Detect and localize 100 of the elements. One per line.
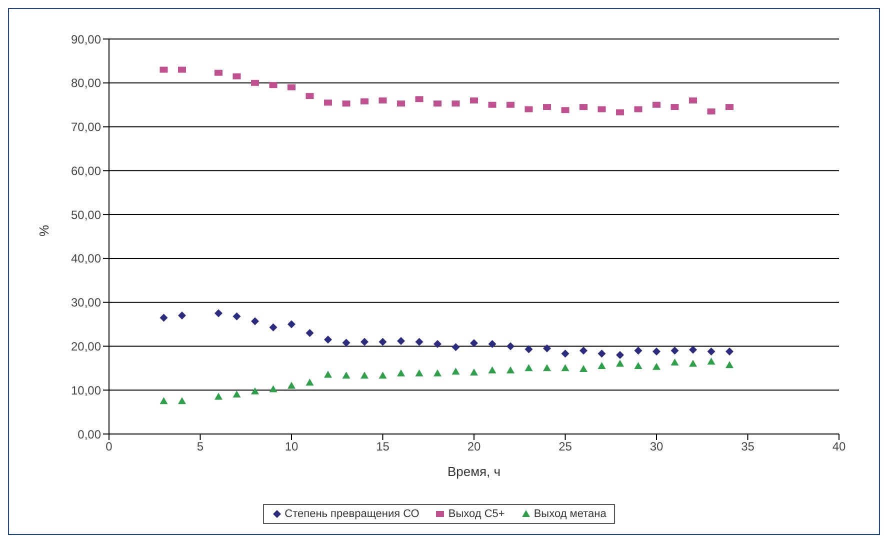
point — [543, 344, 551, 352]
point — [707, 108, 716, 114]
point — [251, 387, 259, 394]
legend-label: Выход метана — [532, 508, 606, 520]
y-tick-label: 10,00 — [70, 383, 102, 398]
point — [306, 378, 314, 386]
legend-label: Выход С5+ — [447, 508, 505, 520]
point — [452, 368, 460, 375]
point — [342, 100, 350, 107]
point — [561, 364, 570, 372]
point — [506, 342, 514, 350]
point — [232, 312, 241, 320]
point — [434, 100, 442, 107]
point — [288, 382, 296, 389]
point — [488, 102, 496, 108]
point — [689, 346, 697, 354]
point — [269, 385, 278, 392]
point — [598, 106, 606, 112]
y-tick-label: 30,00 — [70, 296, 102, 310]
point — [214, 309, 222, 318]
point — [269, 82, 278, 88]
point — [488, 366, 496, 374]
legend-label: Степень превращения СО — [284, 508, 420, 520]
point — [415, 96, 424, 102]
point — [160, 397, 168, 404]
point — [470, 339, 478, 348]
x-tick-label: 15 — [376, 440, 390, 454]
point — [616, 351, 624, 359]
point — [524, 364, 533, 372]
point — [726, 361, 734, 368]
point — [360, 98, 368, 104]
point — [652, 102, 660, 108]
point — [324, 370, 332, 378]
y-tick-label: 0,00 — [78, 427, 102, 442]
point — [160, 66, 168, 73]
y-tick-label: 40,00 — [70, 252, 102, 266]
point — [415, 338, 424, 346]
point — [434, 369, 442, 376]
point — [670, 104, 679, 110]
point — [232, 390, 241, 398]
x-tick-label: 10 — [284, 440, 298, 454]
point — [506, 102, 514, 108]
point — [251, 317, 259, 326]
y-tick-label: 60,00 — [70, 164, 102, 178]
point — [342, 338, 350, 347]
point — [160, 314, 168, 322]
point — [397, 369, 405, 376]
point — [452, 100, 460, 107]
point — [616, 109, 624, 116]
point — [634, 346, 642, 355]
point — [214, 70, 222, 76]
point — [506, 366, 514, 374]
point — [543, 364, 551, 372]
point — [470, 97, 478, 104]
x-tick-label: 30 — [650, 440, 664, 454]
point — [288, 84, 296, 90]
x-tick-label: 0 — [106, 440, 113, 454]
point — [580, 104, 588, 110]
point — [707, 358, 716, 365]
point — [543, 104, 551, 110]
point — [652, 362, 660, 370]
point — [689, 360, 697, 367]
point — [378, 372, 387, 379]
point — [634, 362, 642, 369]
y-tick-label: 90,00 — [70, 32, 102, 46]
y-axis-title: % — [36, 224, 52, 236]
point — [689, 97, 697, 104]
point — [232, 73, 241, 80]
point — [598, 362, 606, 369]
point — [306, 93, 314, 100]
y-tick-label: 80,00 — [70, 76, 102, 90]
point — [580, 365, 588, 372]
point — [434, 340, 442, 348]
point — [524, 106, 533, 112]
x-tick-label: 40 — [832, 440, 846, 454]
point — [360, 372, 368, 379]
point — [452, 343, 460, 352]
point — [342, 372, 350, 379]
point — [598, 350, 606, 358]
y-tick-label: 70,00 — [70, 120, 102, 134]
point — [306, 329, 314, 338]
point — [269, 323, 278, 332]
point — [324, 336, 332, 344]
point — [251, 80, 259, 86]
point — [470, 368, 478, 376]
point — [397, 100, 405, 107]
x-tick-label: 5 — [196, 440, 204, 454]
point — [324, 100, 332, 106]
point — [616, 360, 624, 367]
point — [288, 320, 296, 328]
point — [652, 347, 660, 356]
point — [397, 336, 405, 345]
point — [634, 106, 642, 112]
x-axis-title: Время, ч — [447, 464, 501, 479]
point — [670, 346, 679, 355]
x-tick-label: 20 — [467, 440, 481, 454]
y-tick-label: 20,00 — [70, 339, 102, 354]
point — [726, 104, 734, 110]
point — [580, 346, 588, 355]
point — [178, 397, 186, 404]
